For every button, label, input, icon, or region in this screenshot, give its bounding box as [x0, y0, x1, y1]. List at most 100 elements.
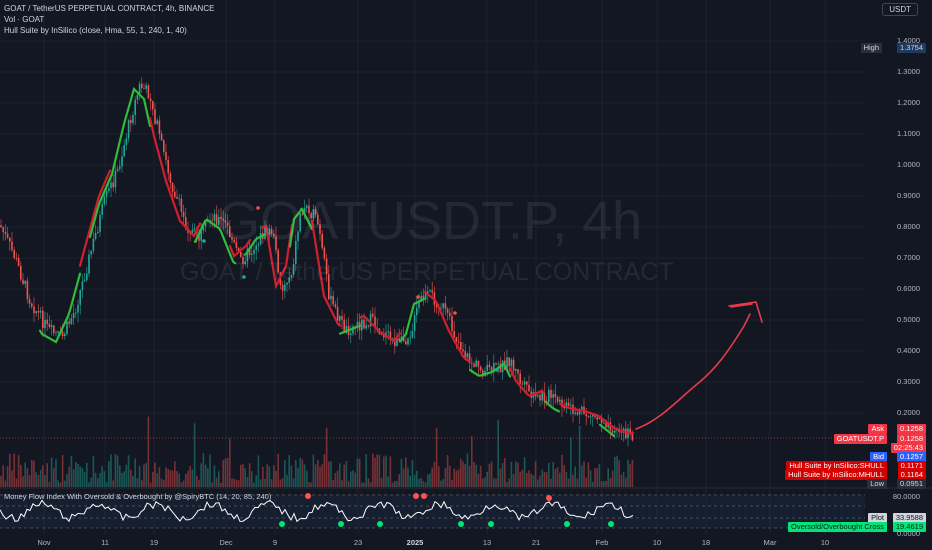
- volume-bar: [143, 464, 145, 487]
- candle-body: [290, 274, 293, 278]
- candle-body: [149, 98, 152, 102]
- volume-bar: [543, 472, 546, 487]
- volume-bar: [171, 470, 174, 487]
- candle-body: [589, 416, 592, 418]
- volume-bar: [22, 476, 24, 487]
- legend-volume[interactable]: Vol · GOAT: [4, 15, 45, 24]
- candle-body: [550, 389, 552, 398]
- volume-bar: [83, 471, 86, 487]
- candle-body: [57, 331, 59, 333]
- mfi-indicator-title[interactable]: Money Flow Index With Oversold & Overbou…: [4, 492, 272, 501]
- volume-bar: [310, 482, 312, 487]
- candle-body: [242, 256, 244, 264]
- volume-bar: [251, 471, 253, 487]
- candle-body: [88, 254, 90, 274]
- candle-body: [563, 406, 565, 409]
- candle-body: [449, 312, 451, 317]
- hull-down-segment: [260, 223, 294, 290]
- candle-body: [471, 362, 473, 364]
- volume-bar: [427, 474, 429, 487]
- volume-bar: [17, 455, 20, 487]
- candle-body: [607, 422, 609, 428]
- candle-body: [493, 363, 495, 373]
- currency-button[interactable]: USDT: [882, 3, 918, 16]
- candle-body: [22, 279, 24, 284]
- candle-body: [44, 319, 46, 329]
- candle-body: [61, 331, 64, 337]
- volume-bar: [218, 471, 220, 487]
- volume-bar: [622, 471, 625, 487]
- mfi-cross-dot: [488, 521, 494, 527]
- candle-body: [9, 237, 11, 242]
- hull-down-segment: [310, 219, 342, 327]
- volume-bar: [567, 478, 570, 487]
- candle-body: [273, 233, 275, 237]
- volume-bar: [345, 460, 348, 487]
- volume-bar: [138, 465, 141, 487]
- volume-bar: [394, 480, 396, 487]
- hull-up-segment: [288, 206, 314, 248]
- candle-body: [488, 364, 491, 368]
- time-tick: Dec: [219, 538, 233, 547]
- candle-body: [48, 323, 51, 328]
- candle-body: [495, 363, 497, 365]
- volume-bar: [616, 455, 618, 487]
- volume-bar: [475, 464, 477, 487]
- volume-bar: [229, 438, 231, 487]
- volume-bar: [449, 465, 451, 487]
- volume-bar: [15, 478, 18, 487]
- candle-body: [224, 220, 227, 223]
- candle-body: [517, 369, 519, 374]
- candle-body: [363, 319, 365, 329]
- volume-bar: [0, 475, 2, 487]
- shull-value-tag: 0.1171: [897, 461, 926, 471]
- candle-body: [50, 325, 53, 328]
- volume-bar: [35, 472, 37, 487]
- volume-bar: [156, 473, 158, 487]
- volume-bar: [572, 474, 574, 487]
- candle-body: [215, 214, 218, 225]
- candle-body: [2, 227, 4, 232]
- mfi-cross-label: Oversold/Overbought Cross: [788, 522, 887, 532]
- candle-body: [251, 253, 253, 255]
- volume-bar: [253, 482, 255, 487]
- volume-bar: [299, 457, 301, 487]
- candle-body: [99, 214, 101, 232]
- candle-body: [477, 360, 480, 367]
- volume-bar: [297, 467, 299, 487]
- legend-hull[interactable]: Hull Suite by InSilico (close, Hma, 55, …: [4, 26, 187, 35]
- candle-body: [455, 337, 458, 342]
- volume-bar: [220, 482, 222, 487]
- volume-bar: [383, 456, 385, 487]
- candle-body: [361, 319, 363, 331]
- candle-body: [154, 109, 156, 124]
- volume-bar: [28, 475, 31, 487]
- volume-bar: [438, 466, 440, 487]
- volume-bar: [174, 461, 176, 487]
- low-label: Low: [867, 479, 887, 489]
- candle-body: [68, 321, 70, 324]
- volume-bar: [303, 464, 306, 487]
- volume-bar: [411, 459, 414, 487]
- volume-bar: [471, 436, 473, 487]
- volume-bar: [53, 468, 55, 487]
- volume-bar: [446, 455, 449, 487]
- volume-bar: [233, 478, 235, 487]
- legend-symbol[interactable]: GOAT / TetherUS PERPETUAL CONTRACT, 4h, …: [4, 4, 215, 13]
- candle-body: [110, 182, 112, 189]
- volume-bar: [482, 478, 484, 487]
- candle-body: [66, 321, 68, 334]
- candle-body: [112, 182, 114, 188]
- volume-bar: [341, 480, 343, 487]
- candle-body: [405, 341, 407, 345]
- volume-bar: [455, 470, 458, 487]
- volume-bar: [9, 453, 11, 487]
- candle-body: [345, 326, 348, 334]
- volume-bar: [453, 468, 455, 487]
- candle-body: [275, 236, 277, 251]
- volume-bar: [68, 466, 70, 487]
- candle-body: [442, 303, 444, 308]
- hull-signal-dot: [416, 295, 420, 299]
